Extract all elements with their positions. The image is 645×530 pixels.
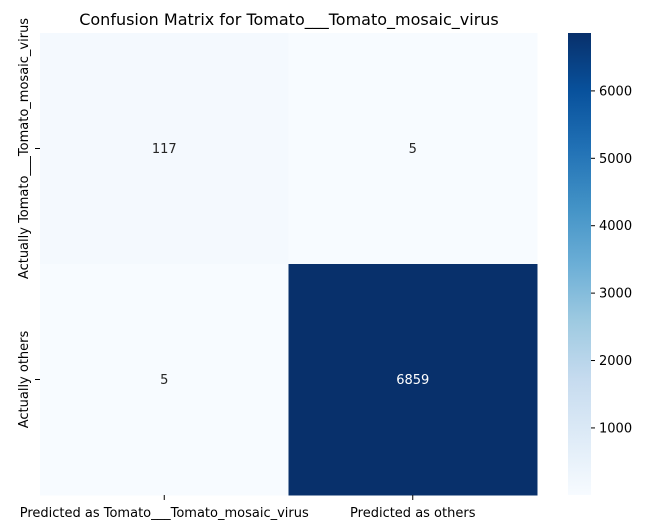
cell-value-label: 6859 (396, 373, 429, 388)
chart-title: Confusion Matrix for Tomato___Tomato_mos… (79, 10, 499, 30)
heatmap-cell (40, 33, 289, 265)
cell-value-label: 5 (160, 373, 168, 388)
heatmap-cell (288, 33, 538, 265)
heatmap-cell (40, 264, 289, 496)
colorbar-tick-label: 3000 (599, 287, 632, 302)
y-tick-label: Actually others (17, 330, 32, 428)
cell-value-label: 5 (409, 142, 417, 157)
cell-annotations: 117 5 5 6859 (152, 142, 429, 388)
colorbar-tick-label: 6000 (599, 84, 632, 99)
colorbar-axis: 1000 2000 3000 4000 5000 6000 (591, 84, 632, 436)
colorbar-tick-label: 4000 (599, 219, 632, 234)
colorbar-tick-label: 1000 (599, 421, 632, 436)
heatmap-cells (40, 33, 538, 496)
x-tick-label: Predicted as others (350, 506, 476, 521)
colorbar-tick-label: 5000 (599, 152, 632, 167)
cell-value-label: 117 (152, 142, 177, 157)
y-tick-label: Actually Tomato___Tomato_mosaic_virus (17, 18, 32, 279)
x-axis: Predicted as Tomato___Tomato_mosaic_viru… (20, 495, 476, 521)
y-axis: Actually Tomato___Tomato_mosaic_virus Act… (17, 18, 40, 428)
colorbar (568, 33, 591, 495)
heatmap-cell (288, 264, 538, 496)
x-tick-label: Predicted as Tomato___Tomato_mosaic_viru… (20, 506, 309, 521)
colorbar-tick-label: 2000 (599, 354, 632, 369)
